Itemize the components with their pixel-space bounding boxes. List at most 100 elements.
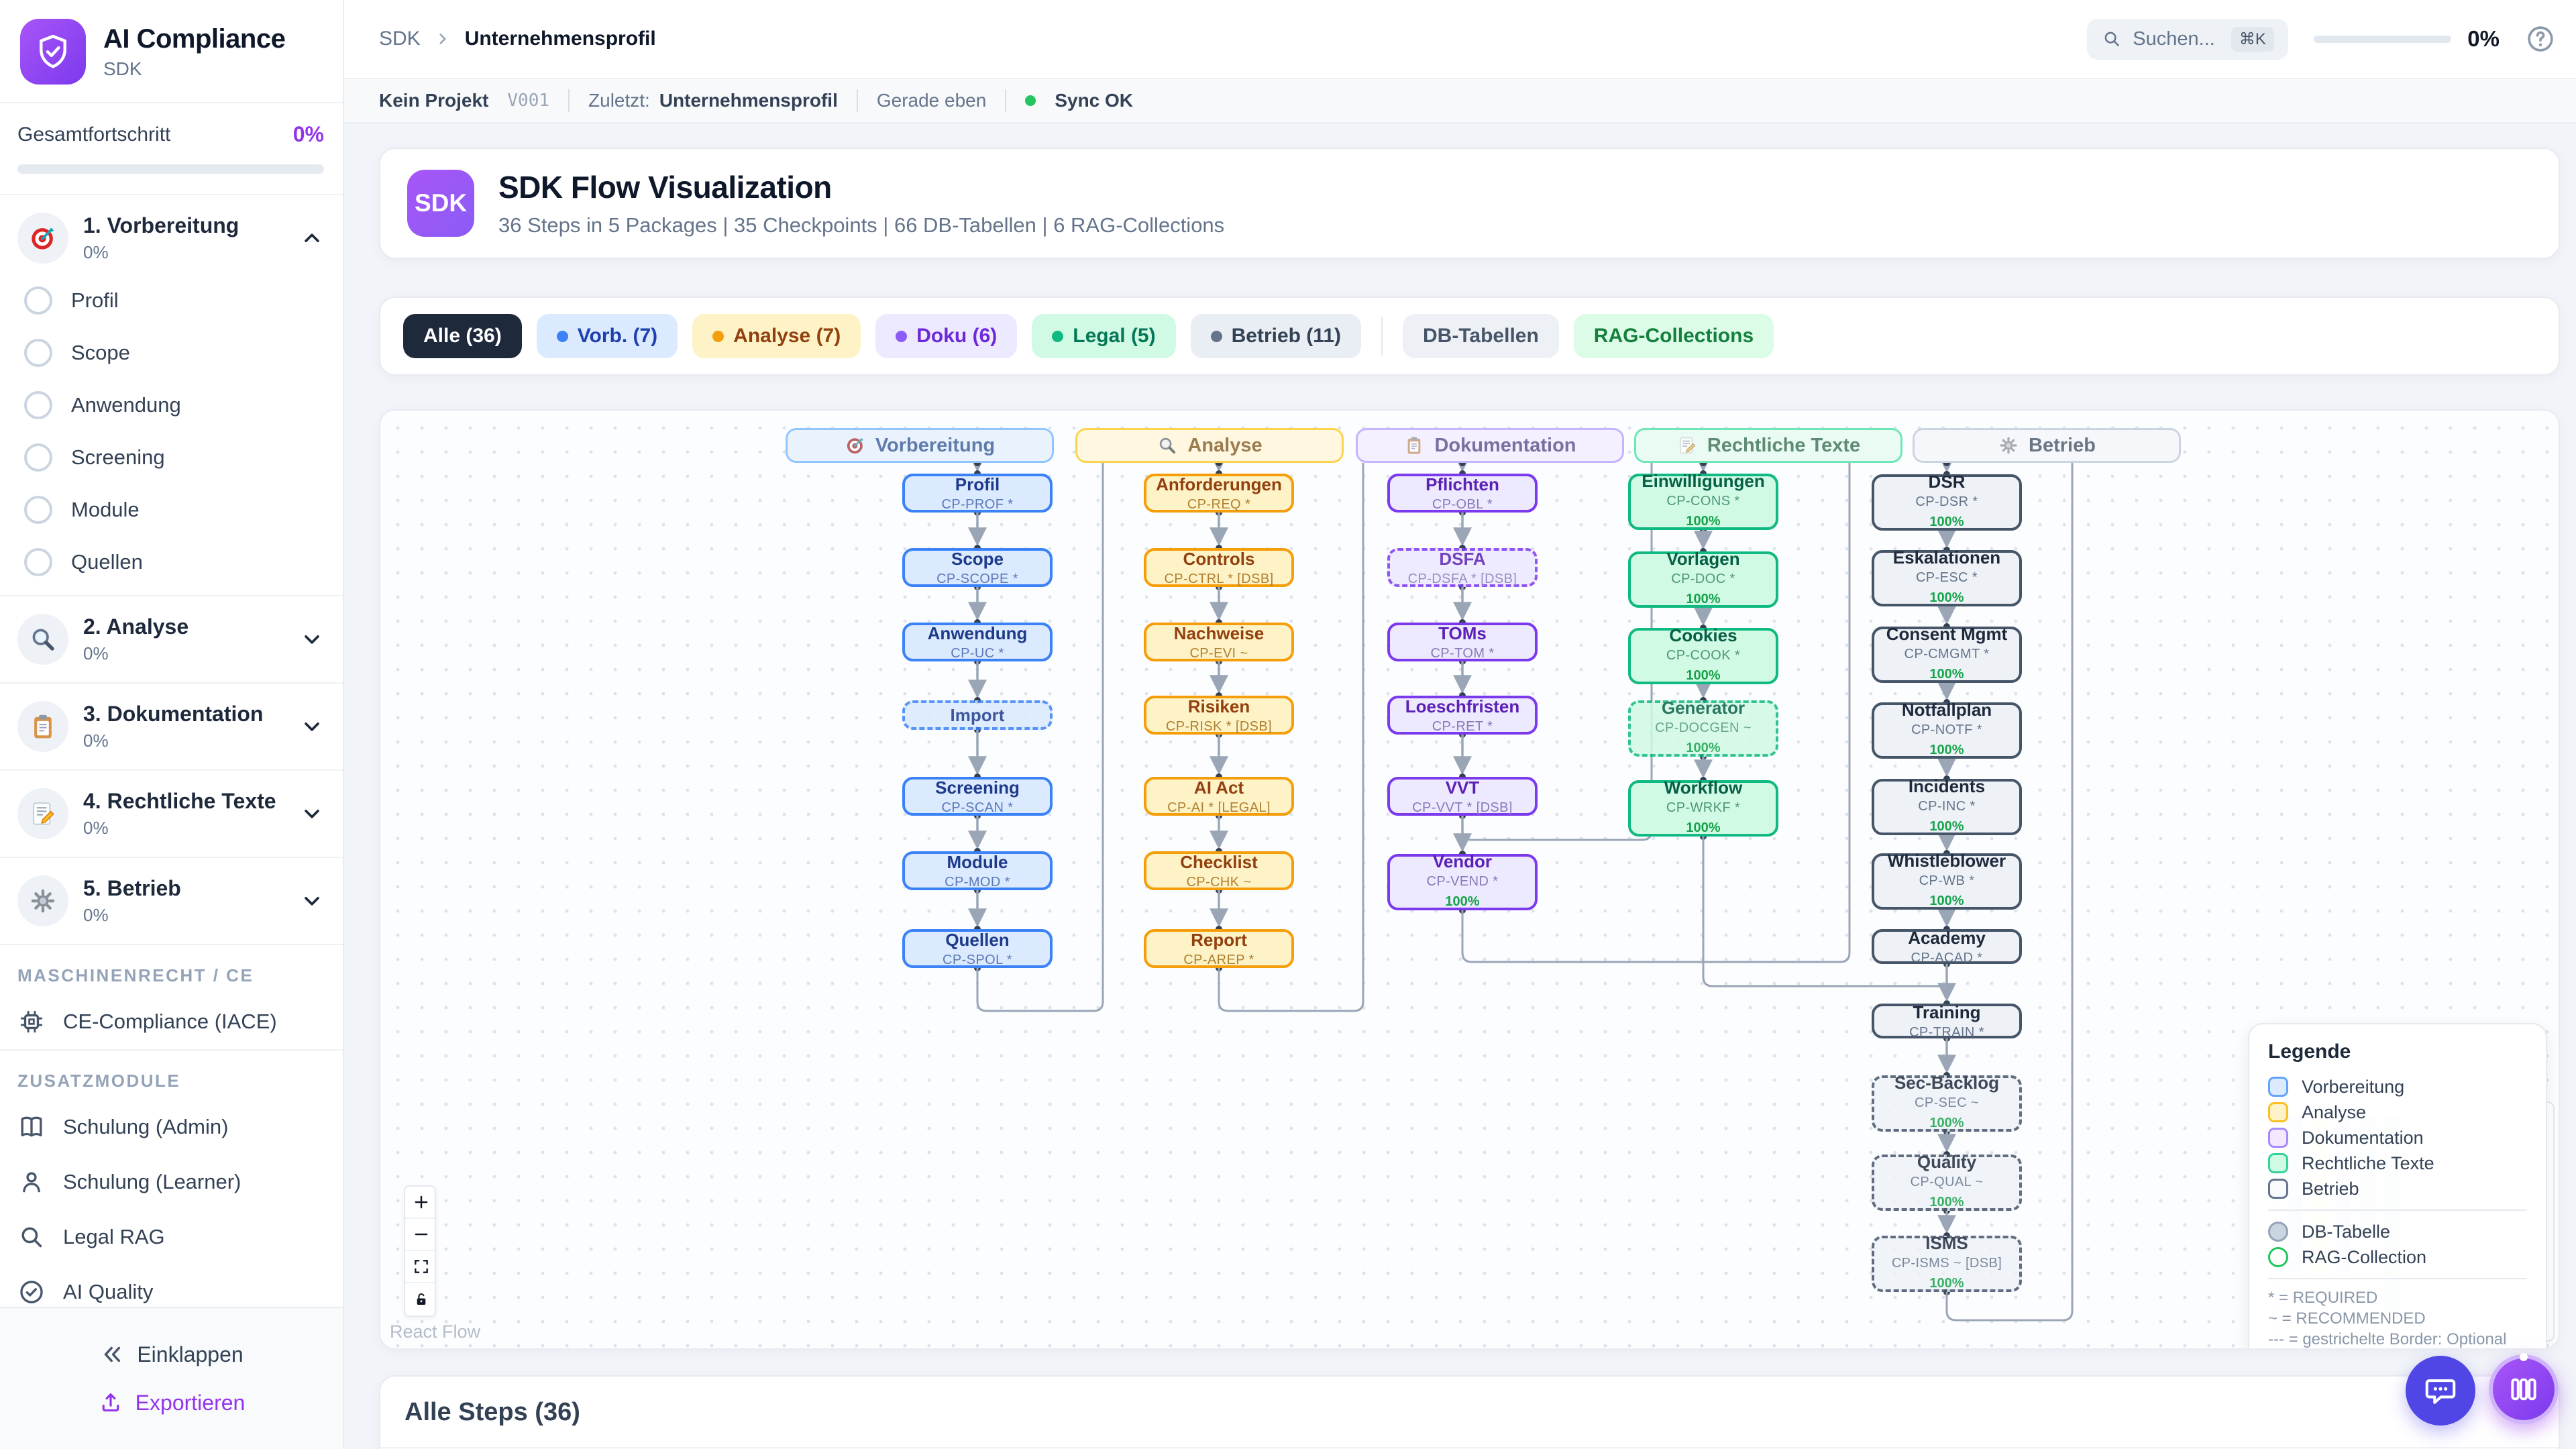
chat-fab-button[interactable] [2406,1356,2475,1426]
plus-icon [413,1193,430,1211]
sidebar-item-schulung-learner[interactable]: Schulung (Learner) [0,1155,343,1210]
legend-note: --- = gestrichelte Border: Optional [2268,1330,2507,1348]
flow-node-sec-backlog[interactable]: Sec-Backlog CP-SEC ~ 100% [1872,1073,2022,1132]
flow-node-profil[interactable]: Profil CP-PROF * [902,474,1053,513]
reactflow-attribution: React Flow [390,1322,481,1342]
export-button[interactable]: Exportieren [98,1390,245,1415]
node-title: TOMs [1438,623,1487,643]
flow-node-training[interactable]: Training CP-TRAIN * [1872,1002,2022,1040]
flow-node-vendor[interactable]: Vendor CP-VEND * 100% [1387,851,1538,910]
sidebar-item-schulung-admin[interactable]: Schulung (Admin) [0,1099,343,1155]
sidebar-section-5-betrieb: 5. Betrieb 0% [0,858,343,945]
flow-node-anforderungen[interactable]: Anforderungen CP-REQ * [1144,474,1294,513]
flow-node-incidents[interactable]: Incidents CP-INC * 100% [1872,776,2022,835]
flow-node-controls[interactable]: Controls CP-CTRL * [DSB] [1144,548,1294,587]
flow-node-anwendung[interactable]: Anwendung CP-UC * [902,623,1053,661]
chevron-down-icon [300,889,324,913]
flow-node-pflichten[interactable]: Pflichten CP-OBL * [1387,474,1538,513]
node-progress-value: 100% [1686,820,1721,835]
sidebar-item-ai-quality[interactable]: AI Quality [0,1265,343,1320]
section-percent: 0% [83,818,109,838]
flow-package-header-betrieb[interactable]: Betrieb [1913,428,2181,463]
flow-node-report[interactable]: Report CP-AREP * [1144,929,1294,968]
flow-node-consent-mgmt[interactable]: Consent Mgmt CP-CMGMT * 100% [1872,624,2022,683]
chevron-up-icon [300,226,324,250]
filter-pill-betrieb-11[interactable]: Betrieb (11) [1190,314,1361,358]
flow-node-vorlagen[interactable]: Vorlagen CP-DOC * 100% [1628,549,1778,608]
search-icon [17,1223,46,1251]
flow-package-header-dokumentation[interactable]: Dokumentation [1356,428,1624,463]
search-input[interactable]: Suchen... ⌘K [2087,18,2289,60]
lock-button[interactable] [405,1283,435,1316]
node-progress-value: 100% [1929,590,1964,605]
sidebar-item-quellen[interactable]: Quellen [0,536,343,588]
filter-pill-db-tabellen[interactable]: DB-Tabellen [1403,314,1559,358]
flow-node-quality[interactable]: Quality CP-QUAL ~ 100% [1872,1152,2022,1211]
sidebar-section-toggle-4-rechtliche-texte[interactable]: 4. Rechtliche Texte 0% [0,777,343,850]
filter-pill-vorb-7[interactable]: Vorb. (7) [536,314,678,358]
filter-label: DB-Tabellen [1423,325,1539,347]
sidebar-item-ce-compliance-iace[interactable]: CE-Compliance (IACE) [0,994,343,1049]
sidebar-item-anwendung[interactable]: Anwendung [0,379,343,431]
node-title: Training [1913,1002,1981,1022]
flow-node-whistleblower[interactable]: Whistleblower CP-WB * 100% [1872,851,2022,910]
breadcrumb: SDK Unternehmensprofil [379,28,656,50]
columns-icon [2506,1372,2541,1407]
legend: Legende Vorbereitung Analyse Dokumentation… [2248,1023,2547,1348]
flow-node-einwilligungen[interactable]: Einwilligungen CP-CONS * 100% [1628,471,1778,530]
flow-node-eskalationen[interactable]: Eskalationen CP-ESC * 100% [1872,547,2022,606]
kanban-fab-button[interactable] [2489,1353,2559,1424]
node-code: CP-DSR * [1915,494,1978,509]
zoom-in-button[interactable] [405,1187,435,1219]
sidebar-item-legal-rag[interactable]: Legal RAG [0,1210,343,1265]
sidebar-section-toggle-5-betrieb[interactable]: 5. Betrieb 0% [0,865,343,937]
zoom-out-button[interactable] [405,1219,435,1251]
sidebar-item-profil[interactable]: Profil [0,274,343,327]
sidebar-item-label: Legal RAG [63,1225,165,1248]
flow-node-cookies[interactable]: Cookies CP-COOK * 100% [1628,625,1778,684]
filter-pill-alle-36[interactable]: Alle (36) [403,314,522,358]
flow-node-loeschfristen[interactable]: Loeschfristen CP-RET * [1387,696,1538,735]
breadcrumb-sdk[interactable]: SDK [379,28,421,50]
flow-node-academy[interactable]: Academy CP-ACAD * [1872,928,2022,965]
filter-bar: Alle (36) Vorb. (7) Analyse (7) Doku (6) Leg… [379,297,2560,376]
flow-package-header-analyse[interactable]: Analyse [1075,428,1344,463]
filter-pill-analyse-7[interactable]: Analyse (7) [692,314,861,358]
flow-node-import[interactable]: Import [902,700,1053,730]
flow-node-vvt[interactable]: VVT CP-VVT * [DSB] [1387,777,1538,816]
flow-package-header-rechtliche-texte[interactable]: Rechtliche Texte [1634,428,1902,463]
flow-node-module[interactable]: Module CP-MOD * [902,851,1053,890]
flow-node-nachweise[interactable]: Nachweise CP-EVI ~ [1144,623,1294,661]
sidebar-section-toggle-1-vorbereitung[interactable]: 1. Vorbereitung 0% [0,202,343,274]
app-logo-block: AI Compliance SDK [0,0,343,103]
flow-node-quellen[interactable]: Quellen CP-SPOL * [902,929,1053,968]
flow-node-dsfa[interactable]: DSFA CP-DSFA * [DSB] [1387,548,1538,587]
sidebar-item-module[interactable]: Module [0,484,343,536]
legend-item-dokumentation: Dokumentation [2268,1125,2527,1150]
sidebar-item-screening[interactable]: Screening [0,431,343,484]
flow-node-isms[interactable]: ISMS CP-ISMS ~ [DSB] 100% [1872,1233,2022,1292]
fit-view-button[interactable] [405,1251,435,1283]
flow-node-notfallplan[interactable]: Notfallplan CP-NOTF * 100% [1872,700,2022,759]
flow-node-generator[interactable]: Generator CP-DOCGEN ~ 100% [1628,698,1778,757]
collapse-button[interactable]: Einklappen [99,1342,244,1367]
sidebar-section-toggle-2-analyse[interactable]: 2. Analyse 0% [0,603,343,676]
flow-node-toms[interactable]: TOMs CP-TOM * [1387,623,1538,661]
flow-node-scope[interactable]: Scope CP-SCOPE * [902,548,1053,587]
flow-node-workflow[interactable]: Workflow CP-WRKF * 100% [1628,777,1778,837]
flow-node-screening[interactable]: Screening CP-SCAN * [902,777,1053,816]
flow-package-header-vorbereitung[interactable]: Vorbereitung [786,428,1054,463]
filter-pill-legal-5[interactable]: Legal (5) [1032,314,1176,358]
flow-node-checklist[interactable]: Checklist CP-CHK ~ [1144,851,1294,890]
sidebar-item-scope[interactable]: Scope [0,327,343,379]
help-icon[interactable] [2525,23,2556,54]
flow-node-risiken[interactable]: Risiken CP-RISK * [DSB] [1144,696,1294,735]
flow-node-dsr[interactable]: DSR CP-DSR * 100% [1872,472,2022,531]
sidebar-section-toggle-3-dokumentation[interactable]: 3. Dokumentation 0% [0,690,343,763]
flow-canvas[interactable]: Vorbereitung Profil CP-PROF * Scope CP-SCOPE… [379,409,2560,1350]
filter-pill-rag-collections[interactable]: RAG-Collections [1573,314,1774,358]
package-header-label: Vorbereitung [875,434,996,456]
flow-node-ai-act[interactable]: AI Act CP-AI * [LEGAL] [1144,777,1294,816]
node-title: VVT [1445,777,1480,798]
filter-pill-doku-6[interactable]: Doku (6) [875,314,1018,358]
